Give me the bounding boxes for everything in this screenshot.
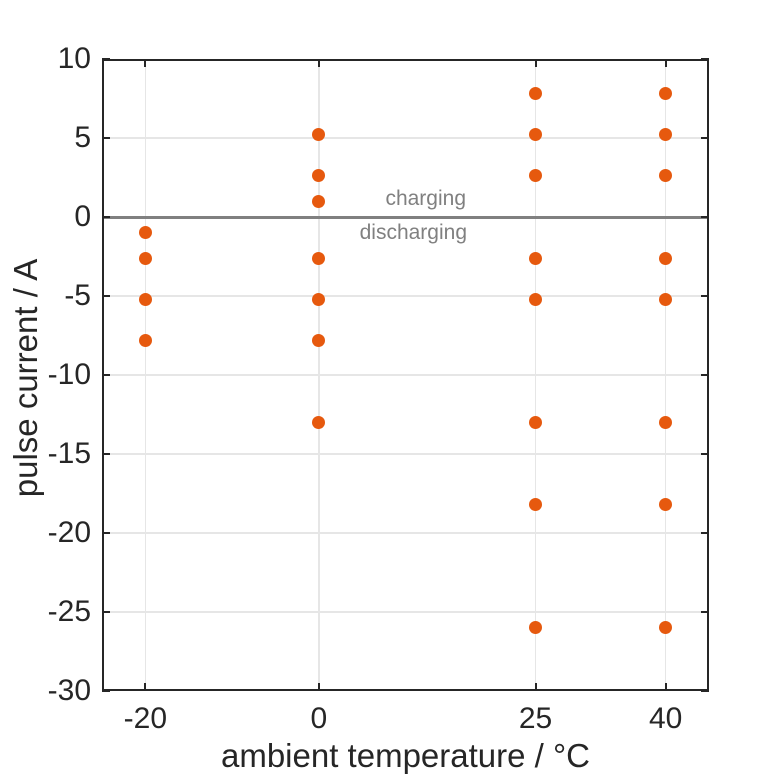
y-tick-mark-right-5 xyxy=(701,137,709,139)
y-tick-label--5: -5 xyxy=(64,279,91,312)
y-tick-mark--20 xyxy=(102,532,110,534)
y-tick-mark-right--25 xyxy=(701,611,709,613)
gridline-y--10 xyxy=(102,374,709,376)
y-tick-mark-0 xyxy=(102,216,110,218)
data-point xyxy=(529,621,543,635)
data-point xyxy=(312,333,326,347)
data-point xyxy=(312,128,326,142)
gridline-y--20 xyxy=(102,532,709,534)
y-tick-mark--25 xyxy=(102,611,110,613)
data-point xyxy=(659,169,673,183)
y-tick-mark-right-10 xyxy=(701,58,709,60)
data-point xyxy=(312,251,326,265)
x-tick-label-25: 25 xyxy=(518,702,553,735)
y-tick-mark-right--5 xyxy=(701,295,709,297)
gridline-y--5 xyxy=(102,295,709,297)
y-tick-label--30: -30 xyxy=(47,674,91,707)
y-tick-label-10: 10 xyxy=(57,42,91,75)
y-tick-mark-10 xyxy=(102,58,110,60)
y-tick-label--10: -10 xyxy=(47,358,91,391)
data-point xyxy=(659,498,673,512)
y-tick-mark--10 xyxy=(102,374,110,376)
y-tick-mark-right--15 xyxy=(701,453,709,455)
x-tick-mark--20 xyxy=(144,683,147,691)
data-point xyxy=(529,169,543,183)
data-point xyxy=(312,415,326,429)
data-point xyxy=(138,333,152,347)
x-tick-mark-top-25 xyxy=(534,59,537,67)
data-point xyxy=(529,128,543,142)
x-tick-label-40: 40 xyxy=(648,702,683,735)
data-point xyxy=(529,251,543,265)
data-point xyxy=(659,415,673,429)
y-tick-mark-5 xyxy=(102,137,110,139)
plot-area xyxy=(102,58,709,692)
gridline-y-5 xyxy=(102,137,709,139)
y-tick-label-5: 5 xyxy=(74,121,91,154)
gridline-y--25 xyxy=(102,611,709,613)
data-point xyxy=(659,87,673,101)
y-tick-mark-right-0 xyxy=(701,216,709,218)
data-point xyxy=(529,498,543,512)
data-point xyxy=(659,128,673,142)
y-tick-mark--30 xyxy=(102,690,110,692)
data-point xyxy=(529,87,543,101)
y-tick-label-0: 0 xyxy=(74,200,91,233)
y-tick-mark-right--30 xyxy=(701,690,709,692)
data-point xyxy=(529,292,543,306)
data-point xyxy=(659,292,673,306)
data-point xyxy=(312,169,326,183)
data-point xyxy=(312,292,326,306)
data-point xyxy=(529,415,543,429)
x-tick-label-0: 0 xyxy=(310,702,328,735)
data-point xyxy=(138,251,152,265)
x-tick-mark-top-0 xyxy=(317,59,320,67)
y-tick-label--25: -25 xyxy=(47,595,91,628)
y-tick-mark-right--10 xyxy=(701,374,709,376)
x-tick-mark-40 xyxy=(664,683,667,691)
zero-reference-line xyxy=(102,215,709,219)
charging-annotation: charging xyxy=(385,187,466,210)
x-tick-mark-25 xyxy=(534,683,537,691)
y-tick-mark-right--20 xyxy=(701,532,709,534)
data-point xyxy=(138,226,152,240)
y-tick-label--15: -15 xyxy=(47,437,91,470)
data-point xyxy=(312,194,326,208)
data-point xyxy=(138,292,152,306)
x-tick-label--20: -20 xyxy=(123,702,168,735)
discharging-annotation: discharging xyxy=(359,221,467,244)
data-point xyxy=(659,251,673,265)
y-tick-label--20: -20 xyxy=(47,516,91,549)
data-point xyxy=(659,621,673,635)
x-tick-mark-top--20 xyxy=(144,59,147,67)
y-tick-mark--5 xyxy=(102,295,110,297)
x-axis-label: ambient temperature / °C xyxy=(220,737,591,774)
x-tick-mark-top-40 xyxy=(664,59,667,67)
gridline-y--15 xyxy=(102,453,709,455)
y-tick-mark--15 xyxy=(102,453,110,455)
x-tick-mark-0 xyxy=(317,683,320,691)
